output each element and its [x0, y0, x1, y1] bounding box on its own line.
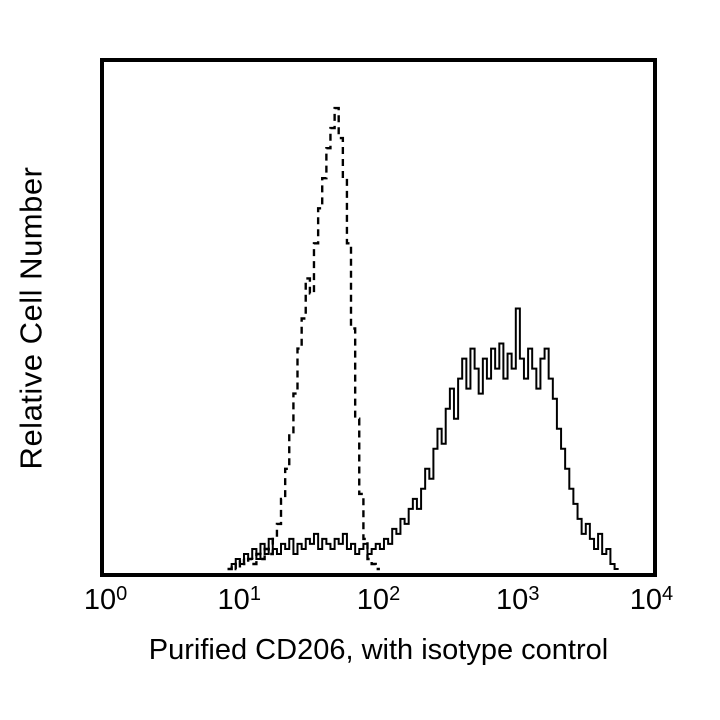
x-tick-10e1: 101 [217, 583, 261, 616]
histogram-svg [227, 106, 619, 571]
y-axis-label-container: Relative Cell Number [0, 58, 62, 577]
x-tick-10e4: 104 [629, 583, 674, 616]
isotype-control-curve [227, 106, 380, 571]
y-axis-label: Relative Cell Number [13, 166, 49, 469]
x-tick-10e3: 103 [496, 583, 540, 616]
x-tick-10e0: 100 [83, 583, 128, 616]
plot-area [100, 58, 657, 577]
x-axis-label: Purified CD206, with isotype control [148, 634, 609, 666]
cd206-curve [227, 307, 619, 570]
x-axis-ticks: 100 101 102 103 104 [84, 583, 673, 626]
x-tick-10e2: 102 [356, 583, 401, 616]
